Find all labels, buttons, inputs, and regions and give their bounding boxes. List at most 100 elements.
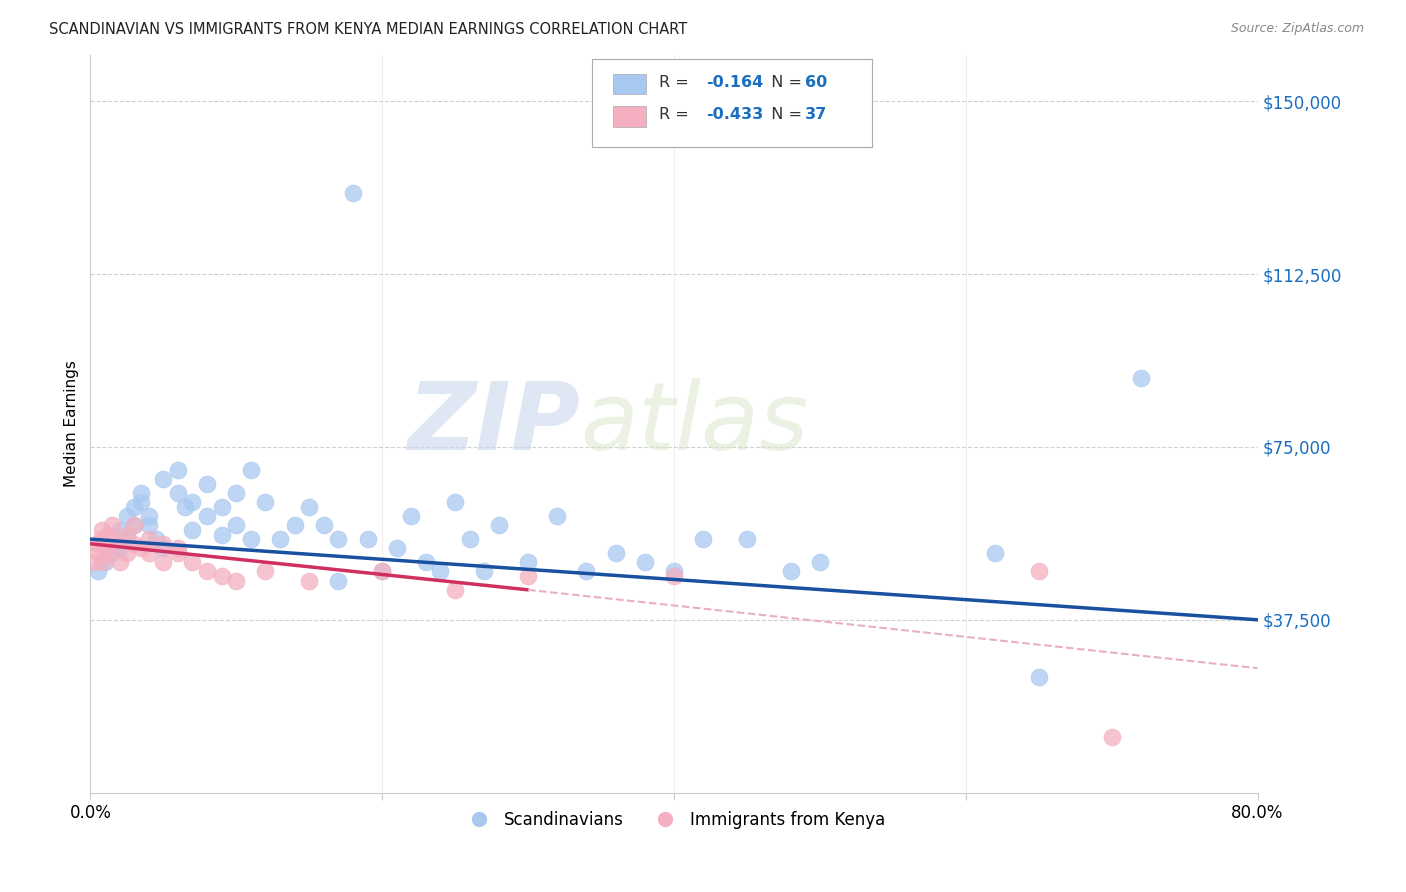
Point — [298, 574, 321, 588]
Point — [328, 574, 350, 588]
Point — [91, 523, 114, 537]
Text: 60: 60 — [804, 75, 827, 90]
Point — [122, 500, 145, 514]
Text: ZIP: ZIP — [408, 378, 581, 470]
Point — [108, 541, 131, 556]
Point — [225, 486, 247, 500]
Point — [605, 546, 627, 560]
Point — [138, 509, 160, 524]
Point — [115, 509, 138, 524]
Point — [94, 555, 117, 569]
Point — [371, 565, 394, 579]
Point — [444, 495, 467, 509]
Point — [211, 569, 233, 583]
Text: -0.433: -0.433 — [707, 107, 763, 122]
Point — [152, 541, 174, 556]
Point — [269, 532, 291, 546]
Point — [90, 532, 112, 546]
Point — [328, 532, 350, 546]
Point — [167, 486, 190, 500]
Point — [101, 537, 124, 551]
Point — [97, 546, 120, 560]
Point — [108, 523, 131, 537]
Point — [312, 518, 335, 533]
Point — [298, 500, 321, 514]
Point — [211, 500, 233, 514]
Point — [115, 546, 138, 560]
Point — [254, 495, 277, 509]
Point — [735, 532, 758, 546]
Text: N =: N = — [762, 75, 807, 90]
Point — [458, 532, 481, 546]
Point — [211, 527, 233, 541]
Point — [97, 527, 120, 541]
Point — [225, 574, 247, 588]
Point — [225, 518, 247, 533]
Point — [984, 546, 1007, 560]
Point — [284, 518, 307, 533]
Point — [152, 555, 174, 569]
Point — [86, 546, 108, 560]
Point — [174, 500, 197, 514]
Point — [385, 541, 408, 556]
Point — [115, 532, 138, 546]
Point — [82, 555, 104, 569]
Point — [115, 527, 138, 541]
Point — [239, 463, 262, 477]
Point — [1129, 371, 1152, 385]
Point — [342, 186, 364, 201]
Point — [181, 523, 204, 537]
Point — [1028, 565, 1050, 579]
Point — [152, 537, 174, 551]
Point — [444, 582, 467, 597]
FancyBboxPatch shape — [613, 106, 645, 127]
Point — [122, 518, 145, 533]
Text: 37: 37 — [804, 107, 827, 122]
Point — [138, 532, 160, 546]
FancyBboxPatch shape — [592, 59, 872, 147]
Point — [86, 565, 108, 579]
Point — [122, 537, 145, 551]
Point — [472, 565, 495, 579]
Point — [575, 565, 598, 579]
Point — [181, 555, 204, 569]
Point — [122, 518, 145, 533]
Point — [94, 532, 117, 546]
Point — [167, 541, 190, 556]
Point — [808, 555, 831, 569]
Text: Source: ZipAtlas.com: Source: ZipAtlas.com — [1230, 22, 1364, 36]
Point — [356, 532, 378, 546]
Point — [86, 537, 108, 551]
Text: R =: R = — [659, 75, 693, 90]
Point — [546, 509, 568, 524]
Point — [101, 546, 124, 560]
Point — [239, 532, 262, 546]
Point — [1101, 731, 1123, 745]
Point — [1028, 670, 1050, 684]
Point — [91, 555, 114, 569]
Legend: Scandinavians, Immigrants from Kenya: Scandinavians, Immigrants from Kenya — [456, 805, 893, 836]
Text: N =: N = — [762, 107, 807, 122]
Point — [152, 472, 174, 486]
Text: R =: R = — [659, 107, 693, 122]
Y-axis label: Median Earnings: Median Earnings — [65, 360, 79, 487]
Point — [401, 509, 423, 524]
Point — [779, 565, 801, 579]
Point — [662, 569, 685, 583]
Point — [138, 546, 160, 560]
Point — [415, 555, 437, 569]
Point — [131, 486, 153, 500]
Point — [517, 569, 540, 583]
Text: SCANDINAVIAN VS IMMIGRANTS FROM KENYA MEDIAN EARNINGS CORRELATION CHART: SCANDINAVIAN VS IMMIGRANTS FROM KENYA ME… — [49, 22, 688, 37]
Point — [429, 565, 451, 579]
Point — [488, 518, 510, 533]
Point — [195, 565, 218, 579]
Point — [662, 565, 685, 579]
Point — [131, 541, 153, 556]
Point — [167, 463, 190, 477]
Point — [634, 555, 657, 569]
Point — [167, 546, 190, 560]
FancyBboxPatch shape — [613, 73, 645, 95]
Point — [145, 532, 167, 546]
Point — [138, 518, 160, 533]
